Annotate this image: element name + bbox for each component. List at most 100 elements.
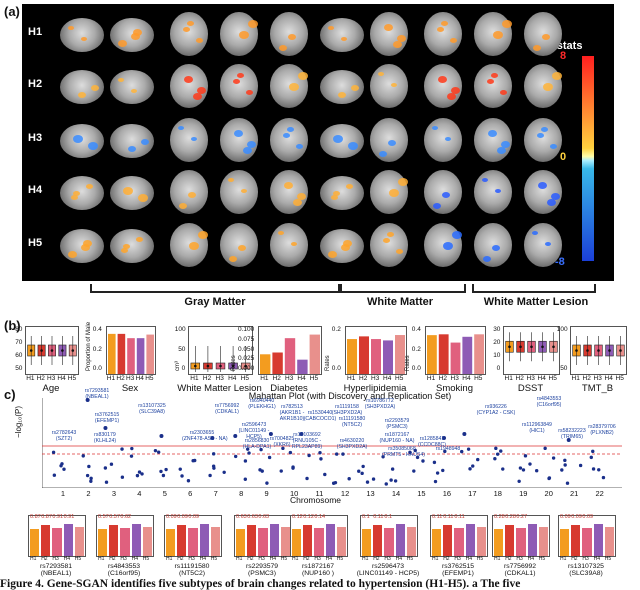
activation-blob — [387, 232, 394, 237]
group-tick: H1 — [494, 556, 501, 562]
activation-blob — [341, 37, 347, 41]
activation-blob — [398, 178, 408, 186]
brain-slice — [424, 118, 462, 162]
covariate-label: Sex — [121, 383, 139, 394]
brain-slice — [424, 64, 462, 108]
brain-slice — [474, 64, 512, 108]
brain-slice — [370, 12, 408, 56]
group-tick: H1 — [504, 375, 513, 382]
group-tick: H5 — [538, 556, 546, 562]
brain-slice — [60, 124, 104, 158]
allele-value: 0.09 — [560, 514, 571, 520]
allele-bar — [74, 526, 84, 556]
snp-point — [178, 467, 182, 471]
group-tick: H3 — [314, 556, 321, 562]
activation-blob — [547, 199, 556, 206]
group-tick: H4 — [383, 375, 392, 382]
snp-label: rs2596473 (LINC01149 - HCP5) — [238, 422, 270, 440]
covariate-median — [619, 349, 622, 352]
gene-name: (EFEMP1) — [442, 570, 474, 577]
covariate-bar — [309, 334, 320, 374]
allele-bar — [210, 526, 220, 556]
snp-point — [547, 476, 552, 480]
brain-slice — [474, 170, 512, 214]
snp-id: rs1872167 — [301, 563, 335, 570]
snp-point — [560, 468, 564, 472]
brain-slice — [220, 12, 258, 56]
snp-point — [212, 466, 216, 470]
covariate-median — [206, 364, 210, 368]
activation-blob — [237, 73, 244, 78]
snp-point — [495, 452, 500, 456]
activation-blob — [293, 199, 302, 206]
group-tick: H2 — [303, 556, 310, 562]
gene-name: (CDKAL1) — [504, 570, 536, 577]
activation-blob — [288, 34, 296, 40]
snp-point — [563, 458, 567, 463]
snp-label: rs2293579 (PSMC3) — [384, 418, 410, 430]
activation-blob — [278, 231, 284, 235]
row-label: H1 — [28, 26, 43, 38]
snp-point — [120, 475, 125, 479]
row-label: H3 — [28, 132, 43, 144]
activation-blob — [248, 20, 258, 28]
activation-blob — [187, 21, 194, 26]
brain-slice — [320, 70, 364, 104]
snp-point — [258, 468, 262, 472]
y-label: Rates — [324, 355, 331, 371]
allele-bar-chart — [164, 515, 222, 557]
chromosome-tick: 4 — [137, 489, 142, 498]
covariate-label: White Matter Lesion — [177, 383, 262, 394]
snp-point — [89, 479, 93, 483]
y-tick: 0.025 — [238, 355, 255, 363]
activation-blob — [388, 140, 396, 146]
allele-value: 0.09 — [166, 514, 177, 520]
snp-hit — [103, 426, 108, 430]
brain-slice — [474, 223, 512, 267]
allele-value: 0.28 — [505, 514, 516, 520]
covariate-bar — [127, 338, 135, 374]
snp-point — [62, 467, 66, 471]
allele-bar — [303, 525, 313, 556]
allele-value: 0.09 — [582, 514, 594, 520]
chromosome-tick: 7 — [213, 489, 218, 498]
snp-point — [341, 452, 345, 456]
snp-hit — [566, 438, 571, 442]
brain-slice — [270, 170, 308, 214]
snp-hit — [85, 398, 90, 402]
covariate-bar — [284, 338, 296, 374]
covariate-plot-7 — [570, 326, 627, 375]
snp-point — [279, 469, 283, 473]
activation-blob — [296, 144, 303, 149]
activation-blob — [500, 90, 507, 95]
brain-slice — [60, 18, 104, 52]
snp-point — [89, 476, 93, 481]
snp-point — [319, 457, 323, 461]
allele-bar — [314, 528, 324, 556]
activation-blob — [537, 133, 544, 138]
panel-b-label: (b) — [4, 318, 21, 333]
group-tick: H1 — [190, 375, 199, 382]
activation-blob — [391, 83, 397, 87]
group-tick: H5 — [67, 375, 77, 382]
snp-point — [265, 481, 269, 485]
group-tick: H3 — [52, 556, 59, 562]
activation-blob — [502, 20, 512, 28]
allele-value: 0.09 — [188, 514, 200, 520]
brain-slice — [524, 170, 562, 214]
activation-blob — [331, 195, 338, 200]
covariate-svg — [427, 334, 484, 374]
group-tick: H5 — [336, 556, 344, 562]
activation-blob — [141, 139, 149, 145]
snp-label: rs2856830 (HLA-DPA1) — [242, 438, 272, 450]
snp-point — [460, 449, 464, 454]
allele-value: 0.91 — [52, 514, 64, 520]
covariate-label: Hyperlipidemia — [343, 383, 407, 394]
snp-point — [245, 447, 250, 451]
snp-label: rs10786772 (SH3PXD2A) — [364, 398, 396, 410]
covariate-median — [61, 349, 64, 352]
snp-id: rs11191580 — [174, 563, 210, 570]
gene-name: (SLC39A8) — [569, 570, 603, 577]
covariate-plot-0 — [25, 326, 79, 375]
covariate-median — [541, 345, 544, 349]
